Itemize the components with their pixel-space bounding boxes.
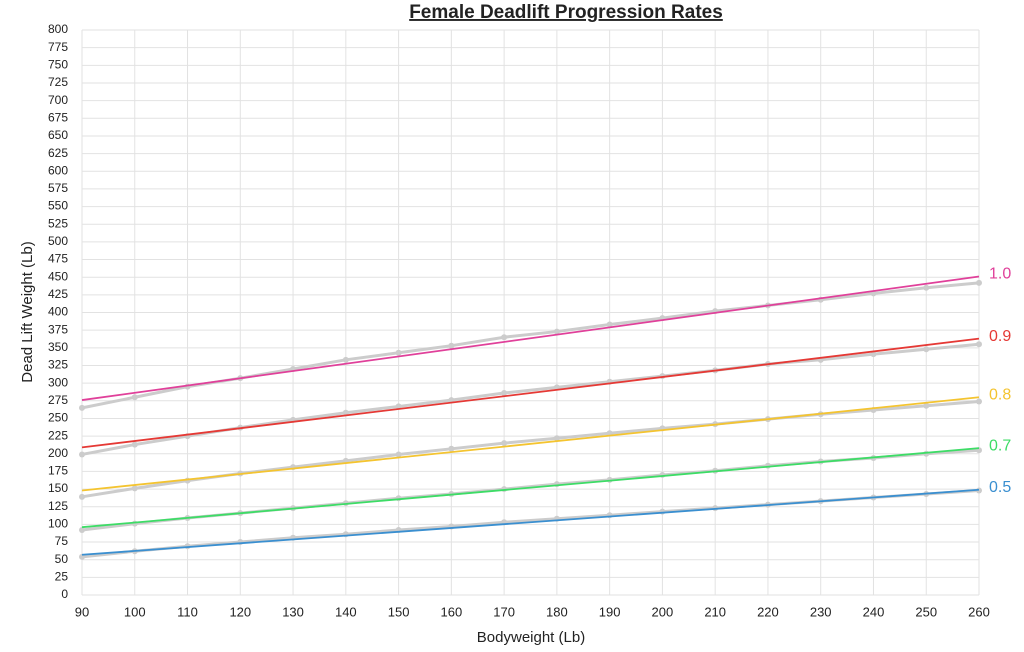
- y-tick-label: 150: [48, 481, 68, 495]
- x-tick-label: 250: [915, 604, 937, 619]
- y-tick-label: 500: [48, 234, 68, 248]
- series-label: 1.0: [989, 266, 1011, 283]
- trend-line: [81, 396, 980, 492]
- x-tick-label: 100: [124, 604, 146, 619]
- x-tick-label: 230: [810, 604, 832, 619]
- data-point: [976, 341, 982, 348]
- data-point: [606, 321, 613, 328]
- y-tick-label: 800: [48, 22, 68, 36]
- x-tick-label: 120: [229, 604, 251, 619]
- data-point: [448, 445, 455, 452]
- series-label: 0.7: [989, 437, 1011, 454]
- y-tick-label: 200: [48, 446, 68, 460]
- data-line: [81, 448, 980, 532]
- y-tick-label: 725: [48, 75, 68, 89]
- x-tick-label: 200: [652, 604, 674, 619]
- y-tick-label: 100: [48, 517, 68, 531]
- y-tick-label: 600: [48, 163, 68, 177]
- y-tick-label: 175: [48, 464, 68, 478]
- y-tick-label: 300: [48, 375, 68, 389]
- data-point: [553, 435, 560, 442]
- y-tick-label: 750: [48, 57, 68, 71]
- y-tick-label: 75: [55, 534, 69, 548]
- y-tick-label: 125: [48, 499, 68, 513]
- x-axis-label: Bodyweight (Lb): [477, 629, 585, 646]
- x-tick-label: 130: [282, 604, 304, 619]
- y-tick-label: 375: [48, 322, 68, 336]
- x-tick-label: 240: [863, 604, 885, 619]
- trend-line: [81, 447, 980, 529]
- data-line: [81, 399, 980, 499]
- y-tick-label: 50: [55, 552, 69, 566]
- y-tick-label: 350: [48, 340, 68, 354]
- x-tick-label: 190: [599, 604, 621, 619]
- x-tick-label: 160: [441, 604, 463, 619]
- y-tick-label: 275: [48, 393, 68, 407]
- data-point: [976, 279, 982, 286]
- data-point: [79, 527, 85, 534]
- y-tick-label: 400: [48, 305, 68, 319]
- y-tick-label: 0: [61, 587, 68, 601]
- data-point: [923, 402, 930, 409]
- data-point: [342, 409, 349, 416]
- data-point: [923, 284, 930, 291]
- data-point: [923, 346, 930, 353]
- y-tick-label: 25: [55, 570, 69, 584]
- y-tick-label: 525: [48, 216, 68, 230]
- x-tick-label: 260: [968, 604, 990, 619]
- data-point: [79, 404, 85, 411]
- y-tick-label: 425: [48, 287, 68, 301]
- y-tick-label: 325: [48, 358, 68, 372]
- data-point: [79, 451, 85, 458]
- trend-line: [81, 337, 980, 449]
- y-tick-label: 450: [48, 269, 68, 283]
- y-tick-label: 775: [48, 40, 68, 54]
- y-tick-label: 625: [48, 146, 68, 160]
- data-point: [395, 349, 402, 356]
- series-label: 0.9: [989, 328, 1011, 345]
- x-tick-label: 140: [335, 604, 357, 619]
- x-tick-label: 210: [704, 604, 726, 619]
- series-label: 0.8: [989, 386, 1011, 403]
- y-tick-label: 575: [48, 181, 68, 195]
- data-point: [976, 398, 982, 405]
- x-tick-label: 110: [177, 604, 198, 619]
- x-tick-label: 90: [75, 604, 89, 619]
- data-point: [501, 440, 508, 447]
- data-line: [81, 488, 980, 559]
- data-point: [501, 334, 508, 341]
- data-point: [131, 485, 138, 492]
- data-point: [131, 441, 138, 448]
- y-axis-label: Dead Lift Weight (Lb): [19, 241, 36, 382]
- y-tick-label: 550: [48, 199, 68, 213]
- data-point: [501, 390, 508, 397]
- y-tick-label: 250: [48, 411, 68, 425]
- y-tick-label: 675: [48, 110, 68, 124]
- chart-title: Female Deadlift Progression Rates: [409, 2, 723, 23]
- y-tick-label: 650: [48, 128, 68, 142]
- y-tick-label: 225: [48, 428, 68, 442]
- data-line: [81, 342, 980, 456]
- y-tick-label: 700: [48, 93, 68, 107]
- series-label: 0.5: [989, 479, 1011, 496]
- data-point: [870, 351, 877, 358]
- data-point: [553, 328, 560, 335]
- trend-line: [81, 275, 980, 401]
- data-point: [448, 342, 455, 349]
- y-tick-label: 475: [48, 252, 68, 266]
- data-point: [131, 394, 138, 401]
- data-point: [395, 451, 402, 458]
- x-tick-label: 180: [546, 604, 568, 619]
- trend-line: [81, 488, 980, 556]
- x-tick-label: 150: [388, 604, 410, 619]
- data-point: [79, 493, 85, 500]
- x-tick-label: 220: [757, 604, 779, 619]
- x-tick-label: 170: [493, 604, 515, 619]
- data-point: [342, 356, 349, 363]
